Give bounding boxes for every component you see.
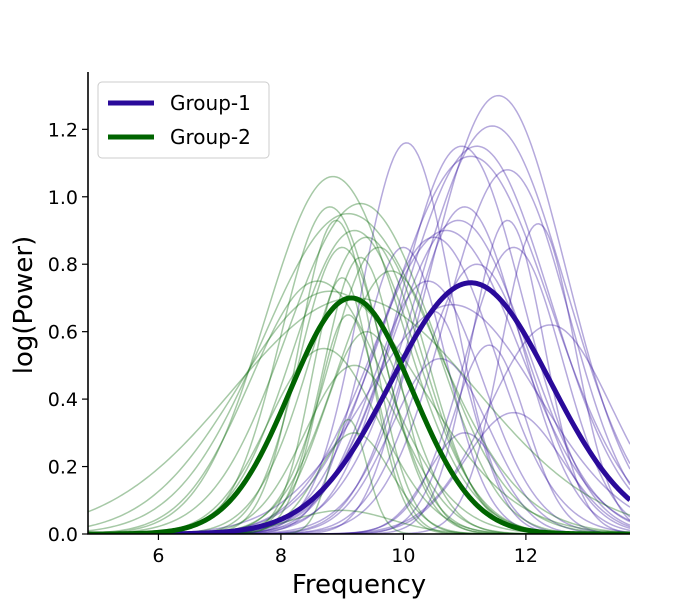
series-1-individual-line-19 bbox=[88, 310, 630, 534]
series-1-individual-line-23 bbox=[88, 411, 630, 534]
legend-label-group-1: Group-1 bbox=[170, 91, 251, 115]
series-1-individual-line-24 bbox=[88, 432, 630, 534]
x-tick-label: 6 bbox=[152, 545, 164, 567]
y-tick-label: 1.0 bbox=[48, 187, 78, 209]
y-tick-label: 0.4 bbox=[48, 389, 78, 411]
y-tick-label: 0.2 bbox=[48, 457, 78, 479]
x-tick-label: 12 bbox=[514, 545, 538, 567]
series-2-individual-line-16 bbox=[88, 314, 630, 534]
series-1-individual-line-20 bbox=[88, 324, 630, 534]
x-ticks: 6 8 10 12 bbox=[152, 534, 538, 567]
legend: Group-1 Group-2 bbox=[97, 81, 270, 159]
series-2-individual-line-12 bbox=[88, 276, 630, 534]
series-2-individual-line-2 bbox=[88, 202, 630, 534]
y-tick-label: 0.6 bbox=[48, 322, 78, 344]
series-1-individual-line-22 bbox=[88, 357, 630, 534]
series-2-individual-line-21 bbox=[88, 432, 630, 534]
y-tick-label: 0.0 bbox=[48, 524, 78, 546]
axes bbox=[87, 72, 630, 535]
series-2-individual-line-14 bbox=[88, 290, 630, 534]
x-axis-label: Frequency bbox=[292, 570, 426, 600]
x-tick-label: 10 bbox=[391, 545, 415, 567]
x-tick-label: 8 bbox=[275, 545, 287, 567]
y-ticks: 0.0 0.2 0.4 0.6 0.8 1.0 1.2 bbox=[48, 119, 88, 546]
series-1-individual-line-7 bbox=[88, 169, 630, 534]
legend-label-group-2: Group-2 bbox=[170, 125, 251, 149]
y-tick-label: 1.2 bbox=[48, 119, 78, 141]
y-axis-label: log(Power) bbox=[9, 236, 39, 375]
series-1-individual-line-15 bbox=[88, 246, 630, 534]
series-1-individual-line-2 bbox=[88, 125, 630, 534]
series-1-individual-line-16 bbox=[88, 263, 630, 534]
series-1-individual-line-8 bbox=[88, 206, 630, 534]
series-2-individual-line-10 bbox=[88, 256, 630, 534]
y-tick-label: 0.8 bbox=[48, 254, 78, 276]
series-1-individual-line-6 bbox=[88, 155, 630, 534]
series-1-individual-line-3 bbox=[88, 142, 630, 534]
series-1-individual-line-11 bbox=[88, 223, 630, 534]
series-2-mean-line bbox=[88, 295, 630, 534]
plot-area bbox=[88, 94, 630, 534]
series-2-individual-line-4 bbox=[88, 212, 630, 534]
